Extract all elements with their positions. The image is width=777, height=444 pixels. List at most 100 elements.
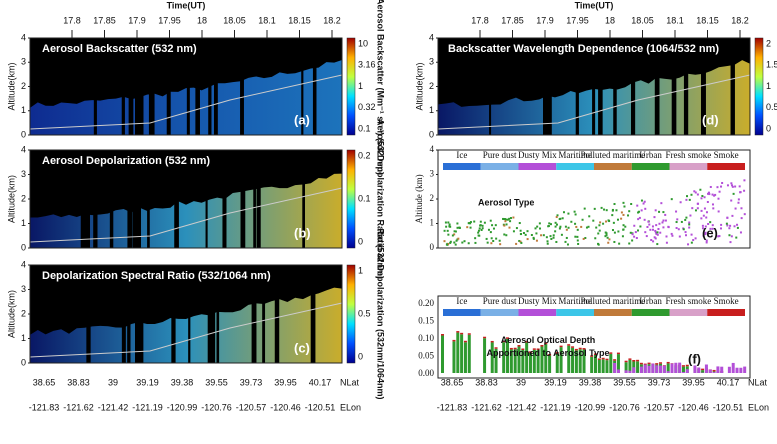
type-point	[627, 214, 630, 217]
type-point	[731, 184, 734, 187]
y-tick-label: 1	[430, 218, 435, 228]
type-point	[677, 228, 680, 231]
type-point	[515, 227, 518, 230]
type-point	[740, 207, 743, 210]
type-point	[620, 211, 623, 214]
type-point	[565, 236, 568, 239]
type-point	[480, 229, 483, 232]
type-point	[637, 218, 640, 221]
aod-bar	[490, 342, 494, 373]
type-point	[458, 226, 461, 229]
type-point	[654, 231, 657, 234]
type-point	[602, 222, 605, 225]
type-point	[585, 226, 588, 229]
type-name: Polluted maritime	[581, 150, 646, 160]
type-point	[581, 218, 584, 221]
type-point	[686, 195, 689, 198]
type-point	[502, 217, 505, 220]
data-gap	[222, 169, 227, 248]
type-point	[607, 241, 610, 244]
y-tick-label: 0.05	[418, 351, 434, 361]
type-name: Maritime	[558, 150, 592, 160]
aod-bar	[509, 349, 513, 373]
type-swatch	[669, 309, 708, 316]
aod-cap	[540, 345, 544, 347]
data-gap	[216, 284, 220, 363]
type-point	[660, 202, 663, 205]
type-point	[667, 225, 670, 228]
aod-cap	[536, 348, 540, 350]
type-point	[688, 223, 691, 226]
data-gap	[85, 169, 90, 248]
type-point	[634, 231, 637, 234]
aod-bar	[605, 360, 609, 373]
type-point	[716, 186, 719, 189]
time-tick-label: 18.1	[258, 15, 276, 25]
data-gap	[547, 57, 552, 135]
aod-bar	[666, 363, 670, 373]
type-name: Smoke	[714, 296, 739, 306]
type-point	[699, 188, 702, 191]
colorbar-tick-label: 1.5	[766, 60, 777, 70]
type-point	[593, 207, 596, 210]
aod-cap	[681, 365, 685, 367]
type-point	[709, 221, 712, 224]
type-point	[468, 222, 471, 225]
type-name: Urban	[639, 296, 662, 306]
aod-cap	[502, 340, 506, 343]
type-point	[451, 234, 454, 237]
colorbar-tick-label: 0.1	[358, 123, 371, 133]
aod-bar	[528, 352, 532, 373]
ground-line	[29, 302, 343, 358]
type-point	[728, 234, 731, 237]
aod-smoke-bar	[639, 366, 643, 373]
data-gap	[121, 57, 125, 135]
y-tick-label: 0.15	[418, 316, 434, 326]
data-gap	[166, 57, 171, 135]
data-gap	[302, 169, 305, 248]
colorbar-label: Ratio of Depolarization (532nm/1064nm)	[376, 228, 386, 399]
type-point	[582, 237, 585, 240]
type-point	[654, 209, 657, 212]
type-name: Ice	[456, 296, 467, 306]
lon-tick-label: -120.76	[609, 402, 640, 412]
type-point	[565, 228, 568, 231]
type-point	[694, 237, 697, 240]
lon-tick-label: -121.42	[506, 402, 537, 412]
y-tick-label: 4	[429, 32, 434, 42]
type-point	[559, 217, 562, 220]
type-swatch	[631, 309, 670, 316]
aod-cap	[544, 342, 548, 345]
type-point	[611, 214, 614, 217]
panel-title: Depolarization Spectral Ratio (532/1064 …	[42, 270, 271, 282]
type-point	[653, 216, 656, 219]
lon-tick-label: -121.62	[63, 402, 94, 412]
colorbar-tick-label: 0	[358, 351, 363, 361]
type-point	[594, 237, 597, 240]
aod-bar	[616, 354, 620, 373]
title-line: Aerosol Optical Depth	[501, 335, 596, 345]
aod-cap	[632, 360, 636, 362]
lat-axis-label: NLat	[748, 377, 768, 387]
type-point	[550, 237, 553, 240]
type-point	[643, 200, 646, 203]
type-point	[645, 235, 648, 238]
lon-tick-label: -120.76	[201, 402, 232, 412]
aod-smoke-bar	[643, 364, 647, 373]
type-point	[691, 207, 694, 210]
type-point	[597, 232, 600, 235]
type-point	[733, 225, 736, 228]
type-point	[519, 229, 522, 232]
type-point	[613, 231, 616, 234]
type-point	[712, 207, 715, 210]
time-tick-label: 17.95	[566, 15, 589, 25]
aod-bar	[701, 370, 705, 373]
data-gap	[139, 284, 144, 363]
data-gap	[301, 57, 304, 135]
type-point	[690, 241, 693, 244]
aod-cap	[483, 336, 487, 339]
type-point	[725, 222, 728, 225]
type-point	[444, 221, 447, 224]
type-point	[617, 230, 620, 233]
